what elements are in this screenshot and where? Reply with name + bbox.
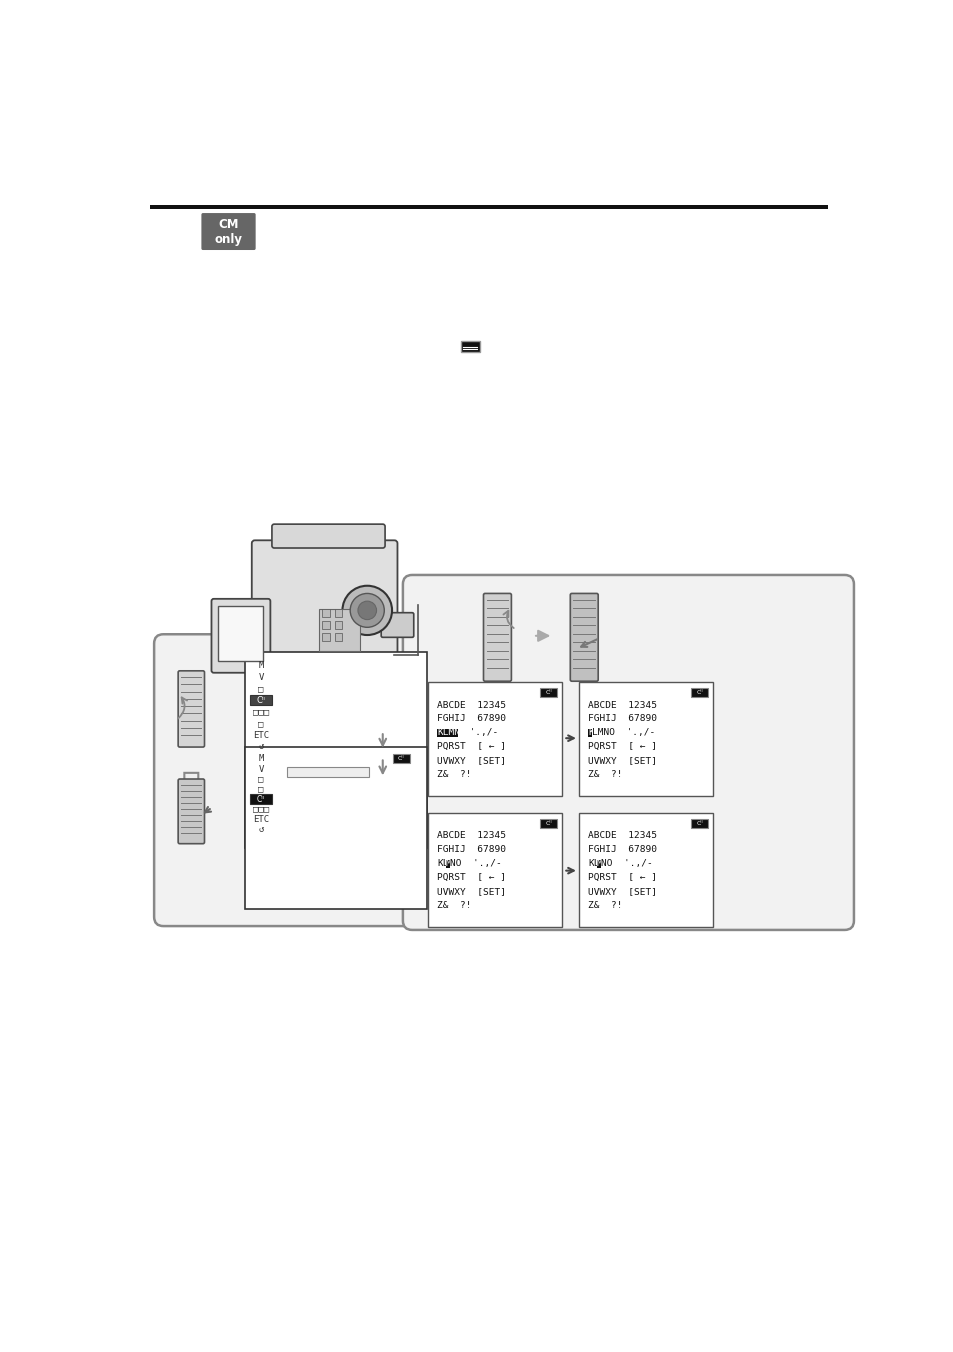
- Text: M: M: [445, 860, 451, 868]
- FancyBboxPatch shape: [381, 612, 414, 637]
- Text: Cᴵᴵ: Cᴵᴵ: [256, 795, 265, 803]
- Circle shape: [350, 594, 384, 627]
- Text: Cᴵᴵ: Cᴵᴵ: [696, 821, 702, 826]
- Text: ABCDE  12345: ABCDE 12345: [587, 831, 657, 841]
- Bar: [335, 608, 342, 617]
- Bar: [539, 819, 557, 829]
- Text: □□□: □□□: [253, 804, 269, 814]
- Text: FGHIJ  67890: FGHIJ 67890: [587, 714, 657, 723]
- Text: ABCDE  12345: ABCDE 12345: [436, 831, 505, 841]
- Bar: [319, 608, 359, 652]
- Text: ETC: ETC: [253, 814, 269, 823]
- FancyBboxPatch shape: [570, 594, 598, 681]
- Text: M: M: [258, 661, 263, 671]
- Text: ↺: ↺: [258, 742, 263, 752]
- Bar: [250, 794, 272, 803]
- Bar: [578, 681, 712, 796]
- Bar: [393, 753, 410, 763]
- Bar: [335, 621, 342, 629]
- Bar: [250, 695, 272, 706]
- FancyBboxPatch shape: [402, 575, 853, 930]
- Text: M: M: [596, 860, 601, 868]
- FancyBboxPatch shape: [154, 634, 501, 926]
- Text: Cᴵᴵ: Cᴵᴵ: [256, 696, 265, 704]
- Text: □: □: [258, 684, 263, 694]
- Text: Z&  ?!: Z& ?!: [436, 900, 471, 910]
- Text: □: □: [258, 784, 263, 794]
- Text: □: □: [258, 719, 263, 729]
- FancyBboxPatch shape: [178, 671, 204, 748]
- Bar: [539, 688, 557, 698]
- Text: PQRST  [ ← ]: PQRST [ ← ]: [436, 742, 505, 752]
- Text: KL: KL: [436, 860, 448, 868]
- Text: Z&  ?!: Z& ?!: [587, 900, 622, 910]
- Bar: [445, 860, 449, 868]
- Bar: [245, 748, 427, 909]
- Bar: [150, 204, 827, 210]
- Bar: [436, 729, 457, 737]
- FancyBboxPatch shape: [178, 779, 204, 844]
- Bar: [245, 652, 427, 848]
- Text: Cᴵᴵ: Cᴵᴵ: [545, 821, 552, 826]
- Text: V: V: [258, 673, 263, 681]
- Text: Z&  ?!: Z& ?!: [587, 769, 622, 779]
- Text: □□□: □□□: [253, 707, 269, 717]
- Text: LMNO  '.,/-: LMNO '.,/-: [592, 729, 655, 737]
- Bar: [335, 634, 342, 641]
- Text: FGHIJ  67890: FGHIJ 67890: [436, 845, 505, 854]
- Bar: [596, 860, 600, 868]
- Text: '.,/-: '.,/-: [457, 729, 498, 737]
- Bar: [587, 729, 592, 737]
- Bar: [218, 606, 263, 661]
- Bar: [578, 813, 712, 927]
- Bar: [427, 681, 561, 796]
- Text: ABCDE  12345: ABCDE 12345: [587, 700, 657, 710]
- Text: M: M: [258, 754, 263, 764]
- Circle shape: [357, 602, 376, 619]
- Text: Cᴵᴵ: Cᴵᴵ: [696, 691, 702, 695]
- Bar: [691, 688, 707, 698]
- Text: □: □: [258, 775, 263, 784]
- Text: Cᴵᴵ: Cᴵᴵ: [545, 691, 552, 695]
- Text: FGHIJ  67890: FGHIJ 67890: [436, 714, 505, 723]
- Text: UVWXY  [SET]: UVWXY [SET]: [587, 887, 657, 896]
- Bar: [322, 608, 330, 617]
- Text: V: V: [258, 764, 263, 773]
- Text: Z&  ?!: Z& ?!: [436, 769, 471, 779]
- Bar: [322, 634, 330, 641]
- FancyBboxPatch shape: [201, 214, 255, 250]
- Text: UVWXY  [SET]: UVWXY [SET]: [436, 887, 505, 896]
- Bar: [287, 768, 369, 776]
- Text: Cᴵᴵ: Cᴵᴵ: [397, 756, 404, 761]
- Polygon shape: [179, 773, 203, 795]
- Text: ↺: ↺: [258, 825, 263, 834]
- Text: FGHIJ  67890: FGHIJ 67890: [587, 845, 657, 854]
- Text: NO  '.,/-: NO '.,/-: [600, 860, 652, 868]
- Text: K: K: [587, 729, 594, 737]
- Text: ABCDE  12345: ABCDE 12345: [436, 700, 505, 710]
- Text: CM
only: CM only: [214, 218, 242, 246]
- FancyBboxPatch shape: [483, 594, 511, 681]
- FancyBboxPatch shape: [272, 525, 385, 548]
- Text: KL: KL: [587, 860, 599, 868]
- FancyBboxPatch shape: [252, 541, 397, 673]
- Text: PQRST  [ ← ]: PQRST [ ← ]: [587, 742, 657, 752]
- Text: UVWXY  [SET]: UVWXY [SET]: [587, 756, 657, 765]
- Text: ETC: ETC: [253, 730, 269, 740]
- Text: PQRST  [ ← ]: PQRST [ ← ]: [587, 873, 657, 882]
- Text: PQRST  [ ← ]: PQRST [ ← ]: [436, 873, 505, 882]
- Bar: [460, 341, 479, 353]
- Bar: [427, 813, 561, 927]
- Circle shape: [342, 585, 392, 635]
- Bar: [322, 621, 330, 629]
- Bar: [691, 819, 707, 829]
- Text: UVWXY  [SET]: UVWXY [SET]: [436, 756, 505, 765]
- FancyBboxPatch shape: [212, 599, 270, 673]
- Text: NO  '.,/-: NO '.,/-: [449, 860, 501, 868]
- Text: KLMNO: KLMNO: [436, 729, 465, 737]
